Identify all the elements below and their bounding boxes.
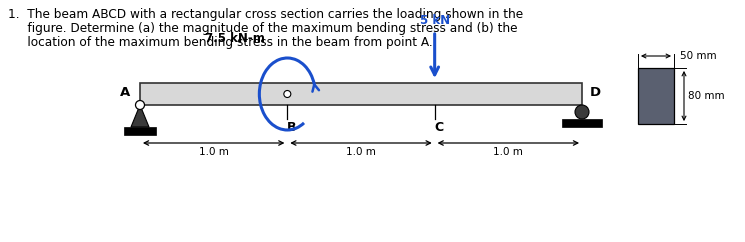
Bar bbox=[140, 83, 582, 105]
Text: 7.5 kN-m: 7.5 kN-m bbox=[206, 32, 265, 45]
Text: D: D bbox=[590, 85, 601, 98]
Text: 1.  The beam ABCD with a rectangular cross section carries the loading shown in : 1. The beam ABCD with a rectangular cros… bbox=[8, 8, 523, 21]
Text: 5 kN: 5 kN bbox=[419, 14, 450, 27]
Circle shape bbox=[136, 100, 145, 109]
Text: A: A bbox=[120, 85, 130, 98]
Text: figure. Determine (a) the magnitude of the maximum bending stress and (b) the: figure. Determine (a) the magnitude of t… bbox=[8, 22, 518, 35]
Text: 1.0 m: 1.0 m bbox=[493, 147, 523, 157]
Bar bbox=[124, 127, 156, 135]
Text: 1.0 m: 1.0 m bbox=[199, 147, 229, 157]
Text: 1.0 m: 1.0 m bbox=[346, 147, 376, 157]
Circle shape bbox=[284, 91, 291, 98]
Text: location of the maximum bending stress in the beam from point A.: location of the maximum bending stress i… bbox=[8, 36, 433, 49]
Text: 50 mm: 50 mm bbox=[680, 51, 717, 61]
Text: C: C bbox=[434, 121, 443, 134]
Circle shape bbox=[575, 105, 589, 119]
Polygon shape bbox=[131, 105, 149, 127]
Bar bbox=[638, 68, 674, 124]
Text: 80 mm: 80 mm bbox=[688, 91, 725, 101]
Bar bbox=[562, 119, 602, 127]
Text: B: B bbox=[287, 121, 296, 134]
